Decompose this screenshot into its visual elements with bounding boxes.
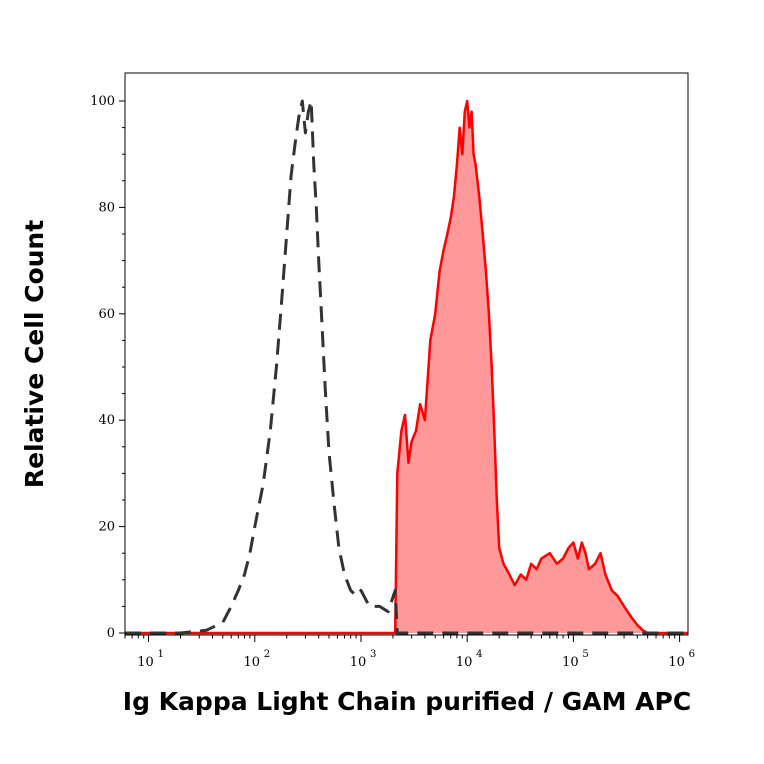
x-tick-base: 10 xyxy=(137,655,154,670)
series-1-area xyxy=(125,101,688,633)
y-tick-label: 0 xyxy=(107,626,115,641)
x-axis-title: Ig Kappa Light Chain purified / GAM APC xyxy=(123,687,691,716)
x-tick-exponent: 2 xyxy=(264,649,270,660)
x-tick-base: 10 xyxy=(456,655,473,670)
x-tick-exponent: 3 xyxy=(370,649,376,660)
series-0-line xyxy=(125,99,688,635)
x-tick-exponent: 6 xyxy=(689,649,695,660)
x-tick-label: 105 xyxy=(562,649,589,670)
x-tick-label: 10 6 xyxy=(668,649,695,670)
y-tick-label: 20 xyxy=(98,520,115,535)
series-layer xyxy=(125,99,688,635)
x-tick-base: 10 xyxy=(350,655,367,670)
x-tick-base: 10 xyxy=(562,655,579,670)
x-tick-label: 103 xyxy=(350,649,377,670)
plot-frame xyxy=(124,72,689,636)
x-tick-exponent: 1 xyxy=(158,649,164,660)
y-tick-label: 60 xyxy=(98,307,115,322)
x-tick-base: 10 xyxy=(243,655,260,670)
y-axis-title: Relative Cell Count xyxy=(20,220,49,488)
x-tick-exponent: 4 xyxy=(476,649,482,660)
x-tick-label: 10 2 xyxy=(243,649,270,670)
series-1-line xyxy=(125,99,688,635)
x-tick-label: 10 1 xyxy=(137,649,164,670)
x-tick-label: 104 xyxy=(456,649,483,670)
x-tick-base: 10 xyxy=(668,655,685,670)
x-tick-exponent: 5 xyxy=(582,649,588,660)
y-tick-label: 80 xyxy=(98,200,115,215)
y-tick-label: 40 xyxy=(98,413,115,428)
y-tick-label: 100 xyxy=(90,94,115,109)
